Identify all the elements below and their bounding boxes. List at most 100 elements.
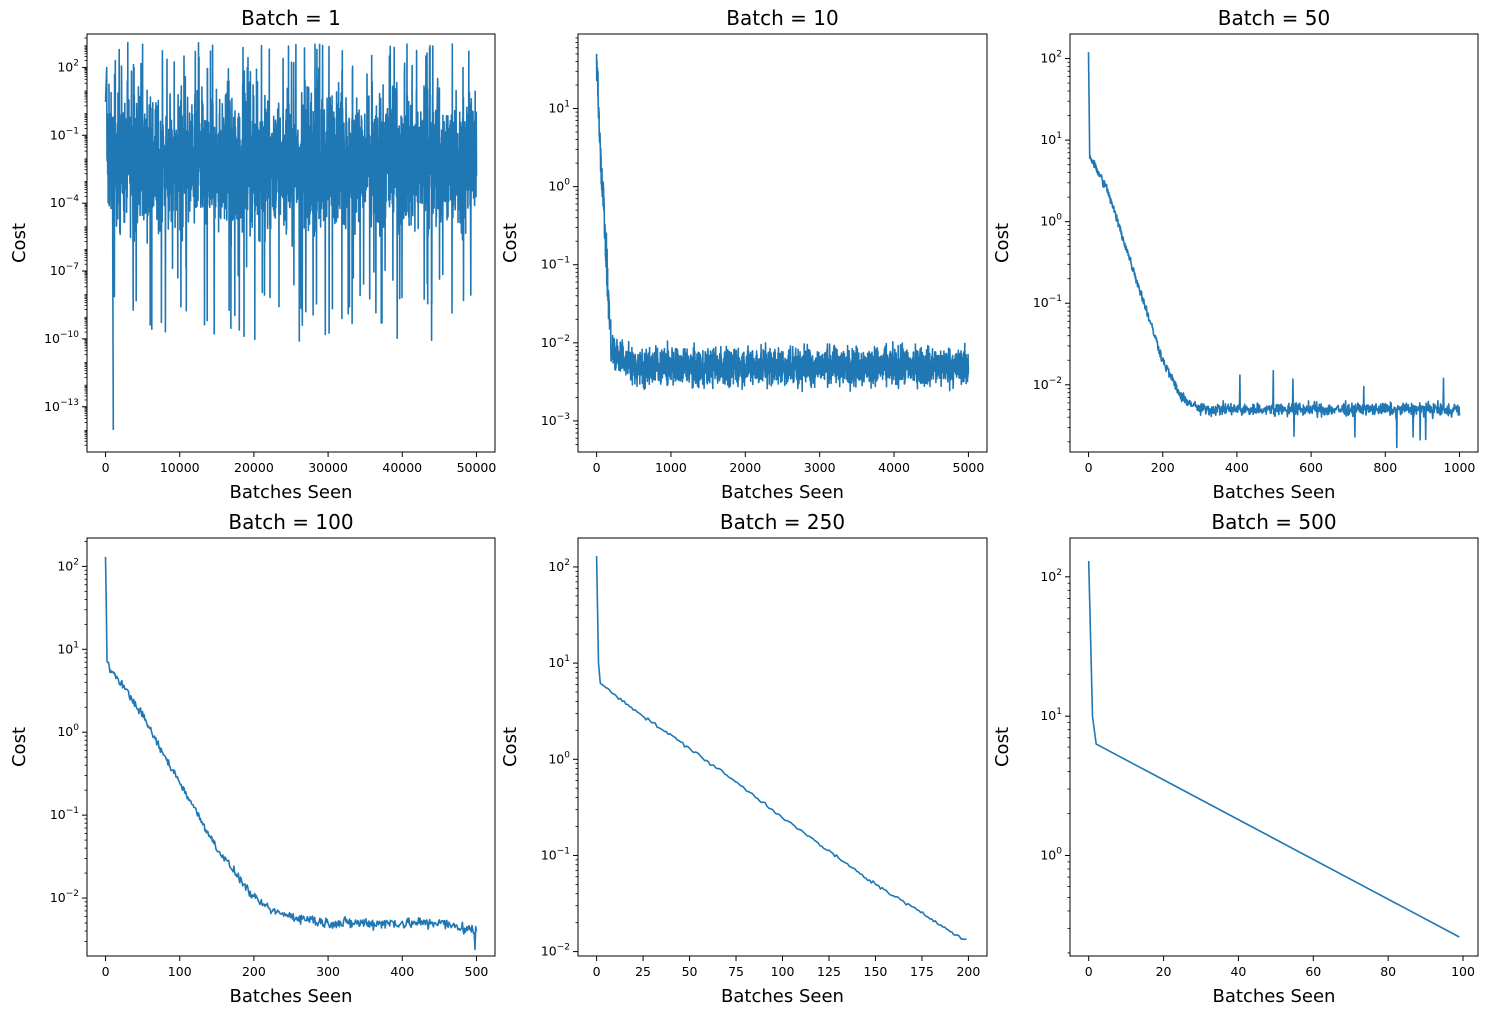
axes-frame <box>86 537 496 957</box>
x-tick-label: 40 <box>1230 964 1246 979</box>
x-axis-label: Batches Seen <box>1213 482 1336 503</box>
y-tick-label: 100 <box>1040 847 1062 863</box>
x-tick-label: 200 <box>1151 460 1175 475</box>
x-tick-label: 800 <box>1373 460 1397 475</box>
y-tick-label: 10−1 <box>541 256 570 272</box>
y-tick-label: 102 <box>1040 50 1062 66</box>
x-tick-label: 100 <box>168 964 192 979</box>
y-tick-label: 10−1 <box>50 126 79 142</box>
y-axis-label: Cost <box>992 223 1013 263</box>
x-tick-label: 150 <box>864 964 888 979</box>
axes-frame <box>1069 33 1479 453</box>
y-tick-label: 10−2 <box>50 889 79 905</box>
y-tick-label: 101 <box>1040 707 1062 723</box>
x-tick-label: 25 <box>635 964 651 979</box>
x-tick-label: 175 <box>910 964 934 979</box>
subplot-6: 0 20 40 60 80 100 100 101 102 Batch = 500 Batches … <box>992 510 1479 1007</box>
x-tick-label: 30000 <box>308 460 348 475</box>
y-tick-label: 101 <box>57 640 79 656</box>
axes-frame <box>577 537 988 957</box>
subplot-title: Batch = 50 <box>1218 6 1330 30</box>
x-tick-label: 50000 <box>457 460 497 475</box>
subplot-title: Batch = 100 <box>228 510 353 534</box>
y-tick-label: 102 <box>57 58 79 74</box>
x-tick-label: 300 <box>316 964 340 979</box>
x-tick-label: 5000 <box>953 460 985 475</box>
y-tick-label: 10−13 <box>44 398 79 414</box>
x-tick-label: 0 <box>1085 460 1093 475</box>
x-tick-label: 75 <box>728 964 744 979</box>
x-tick-label: 20000 <box>234 460 274 475</box>
x-tick-label: 400 <box>1225 460 1249 475</box>
y-tick-label: 100 <box>1040 213 1062 229</box>
x-tick-label: 3000 <box>804 460 836 475</box>
y-tick-label: 10−4 <box>50 194 79 210</box>
x-tick-label: 2000 <box>729 460 761 475</box>
x-axis-label: Batches Seen <box>230 482 353 503</box>
subplot-1: 0 10000 20000 30000 40000 50000 10−13 10−10 10−7… <box>9 6 496 503</box>
subplot-3: 0 200 400 600 800 1000 10−2 10−1 100 101 102 Batch … <box>992 6 1479 503</box>
y-tick-label: 10−7 <box>50 262 79 278</box>
subplot-5: 0 25 50 75 100 125 150 175 200 10−2 10−1 100 101 102 B… <box>500 510 988 1007</box>
y-tick-label: 10−3 <box>541 412 570 428</box>
x-tick-label: 0 <box>593 964 601 979</box>
x-axis-label: Batches Seen <box>230 986 353 1007</box>
x-tick-label: 20 <box>1156 964 1172 979</box>
x-tick-label: 500 <box>465 964 489 979</box>
x-tick-label: 0 <box>593 460 601 475</box>
x-tick-label: 0 <box>1085 964 1093 979</box>
y-tick-label: 100 <box>57 723 79 739</box>
y-axis-label: Cost <box>500 223 521 263</box>
x-axis-label: Batches Seen <box>1213 986 1336 1007</box>
x-tick-label: 100 <box>1451 964 1475 979</box>
y-tick-label: 10−2 <box>541 943 570 959</box>
x-tick-label: 60 <box>1305 964 1321 979</box>
y-axis-label: Cost <box>992 727 1013 767</box>
y-tick-label: 101 <box>548 100 570 116</box>
axes-frame <box>86 33 496 453</box>
y-tick-label: 10−2 <box>541 334 570 350</box>
series-line <box>104 556 478 951</box>
y-tick-label: 100 <box>548 750 570 766</box>
x-tick-label: 10000 <box>160 460 200 475</box>
x-tick-label: 0 <box>102 460 110 475</box>
y-tick-label: 101 <box>1040 131 1062 147</box>
subplot-title: Batch = 250 <box>720 510 845 534</box>
series-line <box>1087 52 1461 449</box>
x-tick-label: 40000 <box>382 460 422 475</box>
series-line <box>595 53 970 393</box>
x-tick-label: 80 <box>1380 964 1396 979</box>
subplot-title: Batch = 1 <box>241 6 341 30</box>
y-tick-label: 10−1 <box>541 846 570 862</box>
series-line <box>595 555 967 941</box>
y-tick-label: 10−2 <box>1033 376 1062 392</box>
x-tick-label: 1000 <box>1444 460 1476 475</box>
x-tick-label: 200 <box>242 964 266 979</box>
y-tick-label: 101 <box>548 654 570 670</box>
x-tick-label: 0 <box>102 964 110 979</box>
x-axis-label: Batches Seen <box>721 986 844 1007</box>
y-axis-label: Cost <box>500 727 521 767</box>
y-tick-label: 102 <box>1040 568 1062 584</box>
x-tick-label: 100 <box>771 964 795 979</box>
x-axis-label: Batches Seen <box>721 482 844 503</box>
x-tick-label: 600 <box>1299 460 1323 475</box>
y-tick-label: 102 <box>548 558 570 574</box>
y-tick-label: 10−1 <box>1033 294 1062 310</box>
x-tick-label: 125 <box>817 964 841 979</box>
axes-frame <box>1069 537 1479 957</box>
series-line <box>1087 560 1460 938</box>
x-tick-label: 50 <box>682 964 698 979</box>
x-tick-label: 4000 <box>878 460 910 475</box>
axes-frame <box>577 33 988 453</box>
y-tick-label: 10−1 <box>50 806 79 822</box>
subplot-2: 0 1000 2000 3000 4000 5000 10−3 10−2 10−1 100 101 B… <box>500 6 988 503</box>
subplot-title: Batch = 500 <box>1211 510 1336 534</box>
subplot-4: 0 100 200 300 400 500 10−2 10−1 100 101 102 Batch =… <box>9 510 496 1007</box>
x-tick-label: 1000 <box>655 460 687 475</box>
subplot-title: Batch = 10 <box>726 6 838 30</box>
y-tick-label: 102 <box>57 557 79 573</box>
x-tick-label: 200 <box>956 964 980 979</box>
y-axis-label: Cost <box>9 727 30 767</box>
series-line <box>104 41 478 431</box>
